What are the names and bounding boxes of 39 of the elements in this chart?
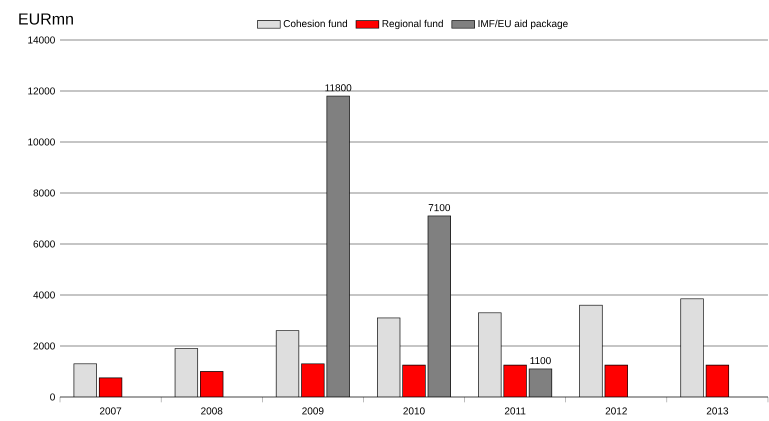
data-label: 1100 bbox=[530, 357, 551, 364]
y-tick-label: 6000 bbox=[34, 240, 55, 248]
bar bbox=[326, 96, 350, 397]
y-tick-label: 12000 bbox=[28, 87, 55, 95]
x-tick-label: 2009 bbox=[302, 407, 324, 414]
x-tick-label: 2012 bbox=[606, 407, 627, 414]
x-tick-label: 2010 bbox=[403, 407, 425, 414]
x-tick-label: 2013 bbox=[706, 407, 728, 414]
x-tick-label: 2011 bbox=[504, 407, 526, 414]
bar bbox=[478, 312, 502, 397]
legend-label: Regional fund bbox=[382, 20, 443, 30]
bar bbox=[579, 304, 603, 397]
y-tick-label: 0 bbox=[50, 393, 55, 401]
legend-label: IMF/EU aid package bbox=[478, 20, 568, 30]
bar bbox=[428, 216, 451, 397]
y-tick-label: 2000 bbox=[34, 342, 55, 350]
bar bbox=[604, 364, 628, 397]
bar bbox=[376, 318, 400, 397]
x-tick-label: 2008 bbox=[201, 407, 222, 414]
bar bbox=[402, 364, 426, 397]
bar bbox=[174, 348, 198, 397]
y-tick-label: 8000 bbox=[33, 189, 55, 197]
bar bbox=[74, 364, 97, 397]
y-tick-label: 14000 bbox=[28, 36, 55, 44]
bar bbox=[528, 368, 552, 397]
bar bbox=[503, 364, 527, 397]
bar bbox=[706, 364, 730, 397]
bar bbox=[301, 364, 325, 397]
y-tick-label: 10000 bbox=[28, 138, 55, 146]
bar bbox=[98, 378, 122, 397]
bar bbox=[276, 330, 300, 397]
bar bbox=[200, 371, 224, 397]
x-tick-label: 2007 bbox=[100, 407, 122, 414]
data-label: 7100 bbox=[428, 204, 450, 212]
y-axis-title: EURmn bbox=[19, 13, 73, 25]
bar bbox=[680, 298, 704, 397]
data-label: 11800 bbox=[325, 84, 352, 92]
legend-label: Cohesion fund bbox=[284, 20, 348, 28]
y-tick-label: 4000 bbox=[33, 291, 55, 299]
